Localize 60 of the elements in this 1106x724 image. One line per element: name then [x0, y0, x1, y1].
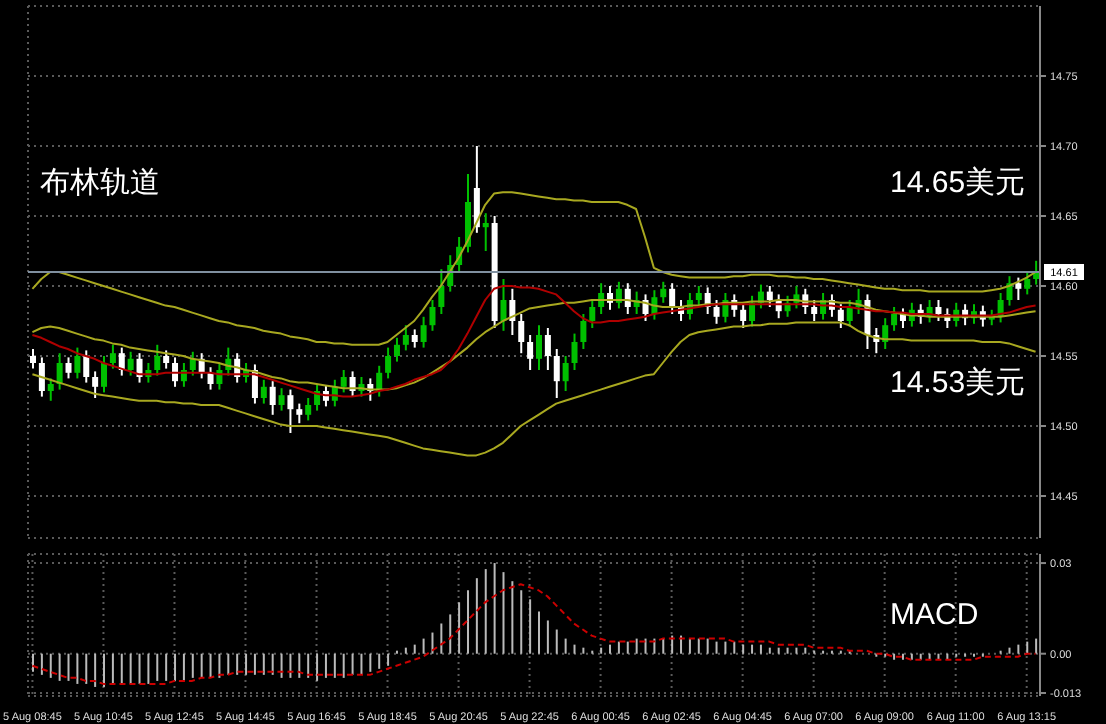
candlestick: [118, 346, 125, 377]
candlestick: [669, 282, 676, 315]
candlestick: [429, 299, 436, 332]
candlestick: [260, 378, 267, 405]
candlestick: [83, 349, 90, 384]
candlestick: [500, 278, 507, 332]
candlestick: [464, 173, 471, 254]
candlestick: [296, 402, 303, 425]
candlestick: [30, 348, 36, 370]
annotation: 14.65美元: [890, 166, 1026, 200]
candlestick: [92, 370, 99, 399]
candlestick: [47, 377, 54, 402]
candlestick: [189, 350, 196, 377]
candlestick: [38, 356, 45, 398]
candlestick: [811, 299, 818, 322]
candlestick: [1024, 271, 1031, 296]
candlestick: [740, 303, 747, 329]
candlestick: [411, 328, 418, 349]
candlestick: [766, 285, 773, 308]
candlestick: [56, 352, 63, 391]
candlestick: [207, 366, 214, 391]
candlestick: [695, 285, 702, 307]
candlestick: [518, 313, 525, 355]
candlestick: [544, 327, 551, 371]
candlestick: [127, 350, 134, 377]
candlestick: [385, 346, 392, 380]
candlestick: [536, 324, 542, 371]
annotation: MACD: [890, 598, 979, 632]
candlestick: [278, 387, 285, 412]
candlestick: [660, 280, 667, 304]
candlestick: [527, 334, 534, 371]
candlestick: [65, 356, 72, 380]
candlestick: [154, 343, 161, 377]
candlestick: [393, 336, 400, 363]
candlestick: [269, 380, 276, 416]
candlestick: [305, 397, 312, 422]
candlestick: [846, 299, 853, 328]
candlestick: [101, 355, 108, 394]
candlestick: [340, 369, 347, 394]
line-series: [31, 583, 1037, 685]
candlestick: [589, 299, 596, 329]
candlestick: [1015, 276, 1022, 301]
candlestick: [420, 315, 427, 349]
candlestick: [713, 299, 720, 325]
candlestick: [553, 348, 560, 399]
candlestick: [580, 313, 587, 350]
candlestick: [482, 212, 489, 252]
candlestick: [438, 268, 445, 315]
candlestick: [571, 332, 578, 371]
annotation: 14.53美元: [890, 366, 1026, 400]
candlestick: [74, 346, 81, 380]
candlestick: [163, 349, 170, 370]
candlestick: [109, 343, 116, 370]
candlestick: [891, 306, 898, 332]
candlestick: [287, 388, 294, 434]
annotation: 布林轨道: [40, 166, 160, 200]
candlestick: [837, 303, 844, 329]
candlestick: [935, 299, 942, 322]
candlestick: [402, 324, 409, 352]
candlestick: [562, 355, 569, 392]
